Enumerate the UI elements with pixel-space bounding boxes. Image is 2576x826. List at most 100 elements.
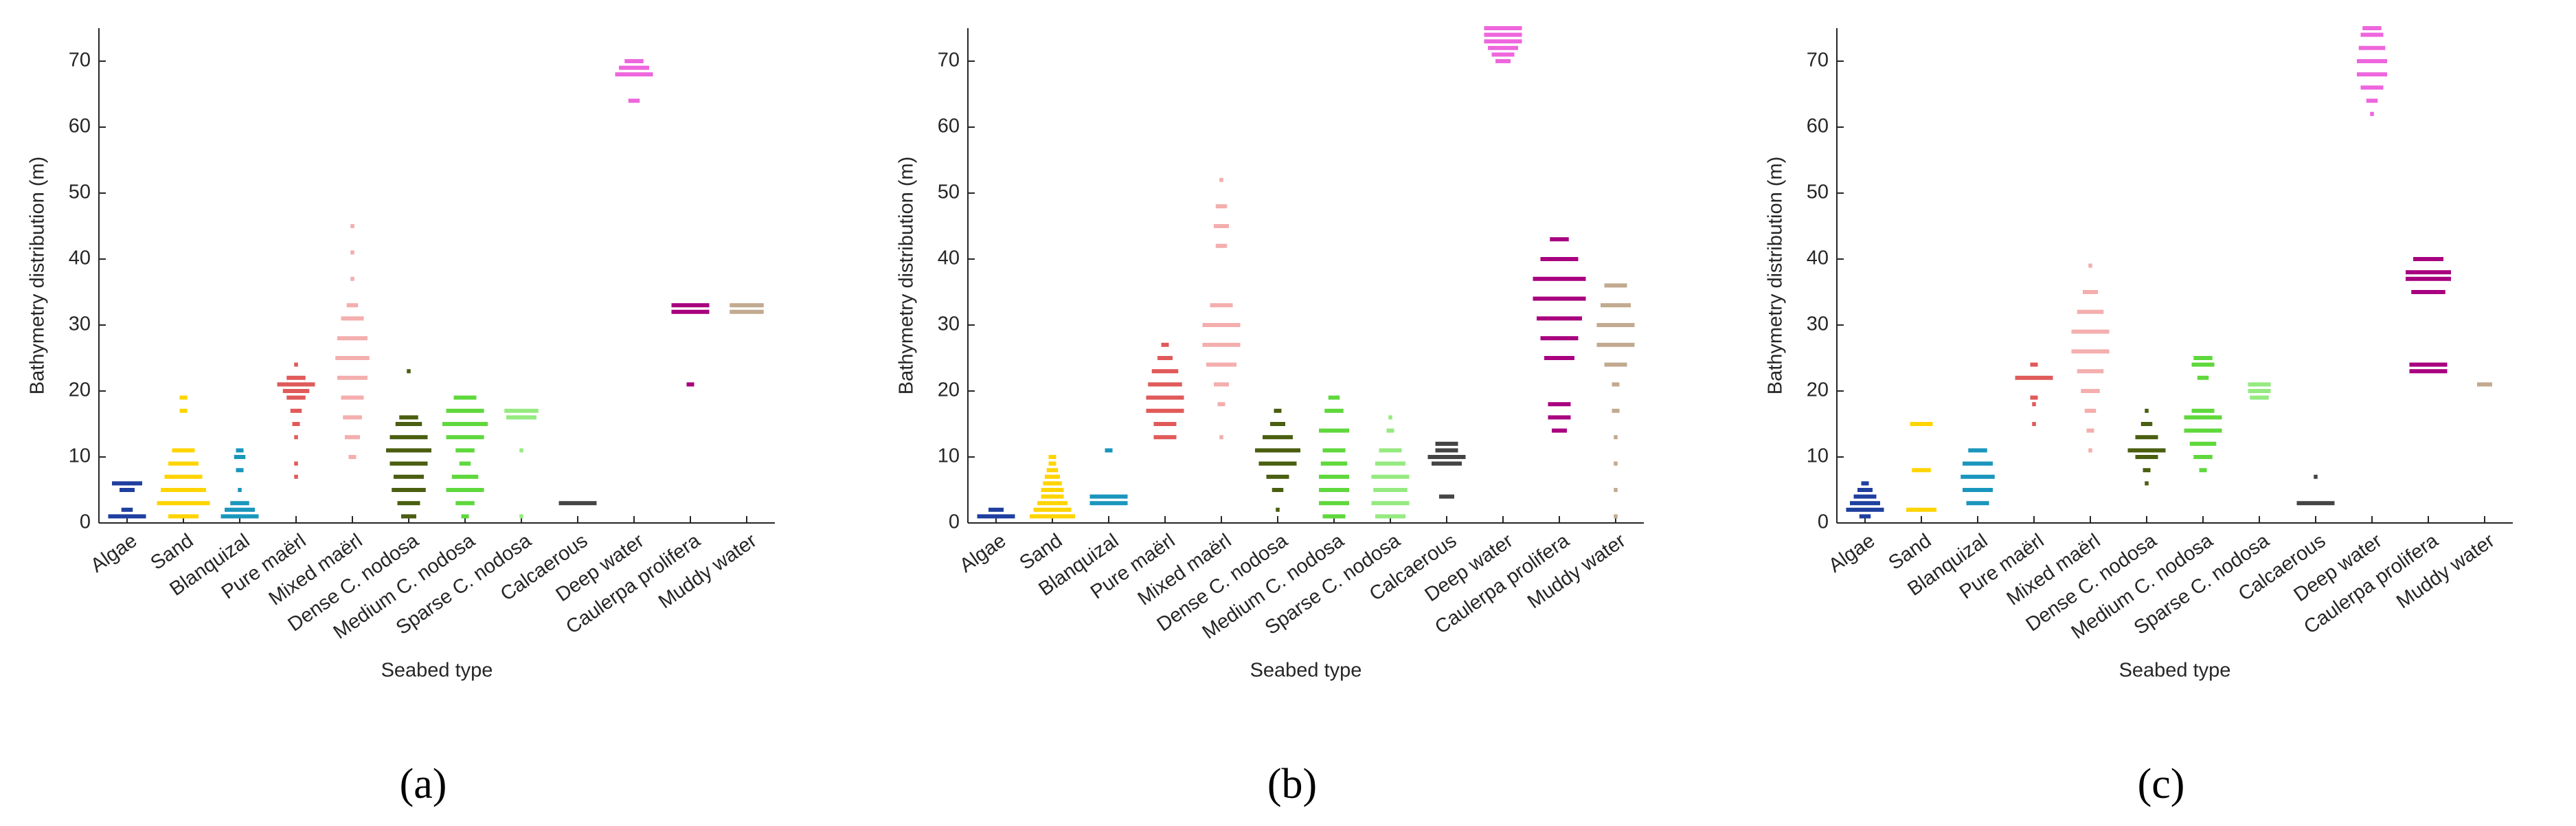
- swarm-row: [2032, 402, 2036, 407]
- swarm-row: [121, 507, 133, 512]
- swarm-row: [286, 375, 306, 380]
- swarm-row: [2071, 349, 2110, 354]
- swarm-row: [1537, 316, 1582, 321]
- swarm-row: [2413, 257, 2443, 261]
- swarm-row: [451, 474, 479, 479]
- swarm-row: [686, 382, 694, 387]
- y-tick-label: 40: [1807, 247, 1829, 269]
- swarm-row: [619, 65, 649, 70]
- swarm-row: [1963, 488, 1993, 492]
- swarm-row: [1148, 382, 1182, 387]
- y-tick-label: 0: [80, 511, 91, 533]
- swarm-row: [1853, 494, 1877, 499]
- swarm-row: [179, 395, 188, 400]
- swarm-row: [2360, 85, 2384, 90]
- swarm-row: [455, 501, 475, 506]
- swarm-row: [1604, 283, 1627, 288]
- swarm-row: [2357, 72, 2387, 77]
- y-axis-label: Bathymetry distribution (m): [27, 157, 49, 395]
- swarm-row: [2030, 362, 2038, 367]
- y-tick-label: 70: [938, 49, 960, 71]
- swarm-row: [389, 435, 428, 440]
- swarm-row: [1484, 26, 1522, 30]
- swarm-row: [455, 448, 475, 453]
- swarm-row: [2360, 32, 2384, 37]
- swarm-row: [2143, 468, 2151, 473]
- swarm-row: [1371, 474, 1410, 479]
- swarm-row: [442, 422, 488, 426]
- swarm-row: [348, 455, 357, 459]
- swarm-row: [290, 408, 302, 413]
- swarm-row: [1552, 428, 1567, 433]
- swarm-row: [2145, 408, 2149, 413]
- swarm-row: [168, 514, 199, 519]
- swarm-row: [1263, 435, 1293, 440]
- swarm-row: [1604, 362, 1627, 367]
- swarm-row: [2362, 26, 2382, 30]
- swarm-row: [2077, 309, 2104, 314]
- panel-label: (b): [1267, 761, 1317, 807]
- swarm-row: [2411, 290, 2445, 294]
- swarm-row: [1912, 468, 1931, 473]
- swarm-row: [350, 224, 354, 228]
- swarm-row: [168, 461, 199, 466]
- y-tick-label: 50: [938, 181, 960, 203]
- swarm-row: [1614, 514, 1618, 519]
- swarm-row: [401, 514, 416, 519]
- swarm-row: [558, 501, 597, 506]
- swarm-row: [1548, 402, 1571, 407]
- swarm-row: [1210, 303, 1233, 308]
- swarm-row: [2088, 263, 2092, 268]
- swarm-row: [2250, 395, 2269, 400]
- swarm-row: [1910, 422, 1933, 426]
- swarm-row: [2030, 395, 2038, 400]
- y-tick-label: 0: [1818, 511, 1829, 533]
- swarm-row: [294, 461, 298, 466]
- swarm-row: [294, 362, 298, 367]
- swarm-row: [1105, 448, 1113, 453]
- y-tick-label: 60: [1807, 115, 1829, 137]
- y-tick-label: 10: [938, 445, 960, 467]
- swarm-row: [1319, 488, 1349, 492]
- swarm-row: [112, 481, 142, 486]
- swarm-row: [1388, 415, 1392, 420]
- swarm-row: [1328, 395, 1340, 400]
- swarm-row: [506, 415, 536, 420]
- swarm-row: [2199, 468, 2207, 473]
- swarm-row: [2145, 481, 2149, 486]
- swarm-row: [407, 369, 411, 374]
- swarm-row: [399, 415, 418, 420]
- y-tick-label: 40: [69, 247, 91, 269]
- swarm-row: [1540, 336, 1579, 341]
- swarm-row: [2071, 329, 2110, 334]
- swarm-row: [1258, 461, 1297, 466]
- y-tick-label: 30: [69, 313, 91, 335]
- swarm-row: [230, 501, 249, 506]
- swarm-row: [1320, 461, 1348, 466]
- swarm-row: [1319, 501, 1349, 506]
- swarm-row: [1548, 415, 1571, 420]
- swarm-row: [1157, 356, 1173, 360]
- swarm-row: [2140, 422, 2153, 426]
- swarm-row: [345, 435, 360, 440]
- x-tick-label: Algae: [956, 530, 1010, 577]
- swarm-row: [1202, 323, 1241, 327]
- swarm-row: [350, 276, 354, 281]
- swarm-row: [2193, 356, 2213, 360]
- swarm-row: [459, 461, 471, 466]
- swarm-row: [2015, 375, 2053, 380]
- swarm-row: [453, 395, 477, 400]
- swarm-row: [341, 316, 364, 321]
- swarm-row: [1324, 408, 1344, 413]
- swarm-row: [1153, 422, 1177, 426]
- swarm-row: [2135, 435, 2158, 440]
- swarm-row: [1043, 481, 1062, 486]
- swarm-row: [1968, 448, 1987, 453]
- swarm-row: [1495, 59, 1511, 63]
- swarm-row: [294, 474, 298, 479]
- swarm-row: [1435, 441, 1458, 446]
- swarm-row: [389, 461, 428, 466]
- swarm-row: [461, 514, 469, 519]
- swarm-row: [1041, 494, 1064, 499]
